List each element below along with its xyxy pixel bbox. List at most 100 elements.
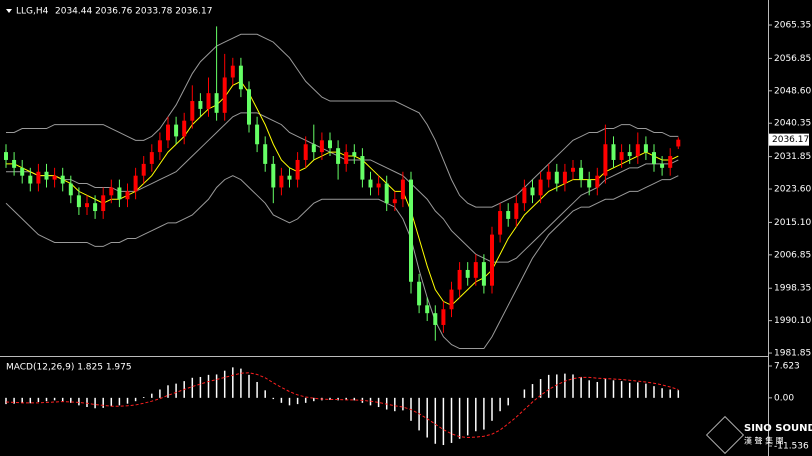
candle-body [238,65,243,90]
y-tick-label: 1981.85 [774,349,811,359]
candle-body [166,124,170,141]
candle-body [417,281,422,306]
candle-body [522,187,527,204]
candle-body [311,144,316,153]
candle-body [376,183,381,188]
candle-body [328,140,332,149]
candle-body [668,156,673,168]
candle-body [384,183,389,204]
candle-body [425,305,430,314]
y-tick-label: 2023.60 [774,185,811,195]
candle-body [149,152,154,164]
candle-body [595,175,600,188]
candle-body [271,163,276,188]
candle-body [635,144,640,157]
candle-body [473,262,478,278]
candle-body [660,163,665,168]
candle-body [133,175,138,192]
candle-body [85,203,89,208]
candle-body [101,195,106,212]
candle-body [93,203,98,212]
ohlc-label: 2034.44 2036.76 2033.78 2036.17 [55,7,212,17]
candle-body [514,203,519,219]
candle-body [676,139,681,147]
y-tick-label: 2056.85 [774,54,811,64]
candle-body [506,211,511,219]
y-tick-label: 7.623 [774,362,800,372]
candle-body [344,152,349,164]
candle-body [206,93,211,109]
candle-body [579,167,584,180]
candle-body [255,124,260,145]
candle-body [409,179,413,282]
candle-body [141,163,146,176]
candle-body [279,175,284,188]
candle-body [222,77,227,113]
y-tick-label: 2015.10 [774,218,811,228]
candle-body [214,93,219,113]
y-tick-label: 0.00 [774,393,794,403]
candle-body [619,152,624,160]
y-tick-label: -11.536 [774,442,809,452]
y-tick-label: 2040.35 [774,119,811,129]
candle-body [28,175,33,184]
logo-name: SINO SOUND [744,423,812,434]
logo-subtitle: 漢 聲 集 團 [744,436,784,446]
y-tick-label: 2006.85 [774,250,811,260]
y-tick-label: 2065.35 [774,21,811,31]
candle-body [182,120,187,137]
candle-body [109,187,114,196]
candle-body [546,171,551,180]
candle-body [157,140,162,153]
menu-arrow[interactable] [6,9,12,13]
candle-body [481,262,486,286]
candle-body [643,144,648,153]
candle-body [76,195,81,208]
candle-body [20,167,25,176]
current-price-label: 2036.17 [772,135,809,145]
candle-body [247,89,251,125]
indicator-line [6,33,679,208]
y-tick-label: 2048.60 [774,86,811,96]
candle-body [652,152,656,164]
indicator-line [5,175,679,350]
candle-body [368,179,373,188]
candle-body [490,234,494,286]
candle-body [230,65,235,78]
candle-body [400,179,405,200]
candle-body [611,144,616,160]
candle-body [198,101,203,109]
candle-body [68,183,73,196]
candle-body [52,175,57,180]
candle-body [530,187,535,196]
candle-body [603,144,608,176]
macd-signal [5,372,679,439]
candle-body [498,211,503,235]
candle-body [117,187,122,200]
candle-body [190,101,195,121]
logo: SINO SOUND 漢 聲 集 團 [705,415,812,455]
candle-body [392,199,397,204]
y-tick-label: 2031.85 [774,152,811,162]
candle-body [287,175,292,180]
candle-body [562,171,567,184]
candle-body [587,179,592,188]
symbol-title: LLG,H4 [16,7,49,17]
candle-body [60,175,65,184]
candle-body [12,159,17,168]
candle-body [352,152,357,157]
candle-body [125,191,130,200]
candle-body [263,144,268,164]
candle-body [36,171,41,184]
candle-body [174,124,179,137]
candle-body [433,313,438,325]
candle-body [336,148,341,164]
candle-body [571,167,575,172]
macd-label: MACD(12,26,9) 1.825 1.975 [6,363,132,373]
candle-body [538,179,543,196]
candle-body [295,159,300,180]
candle-body [441,309,446,325]
candle-body [4,152,8,160]
